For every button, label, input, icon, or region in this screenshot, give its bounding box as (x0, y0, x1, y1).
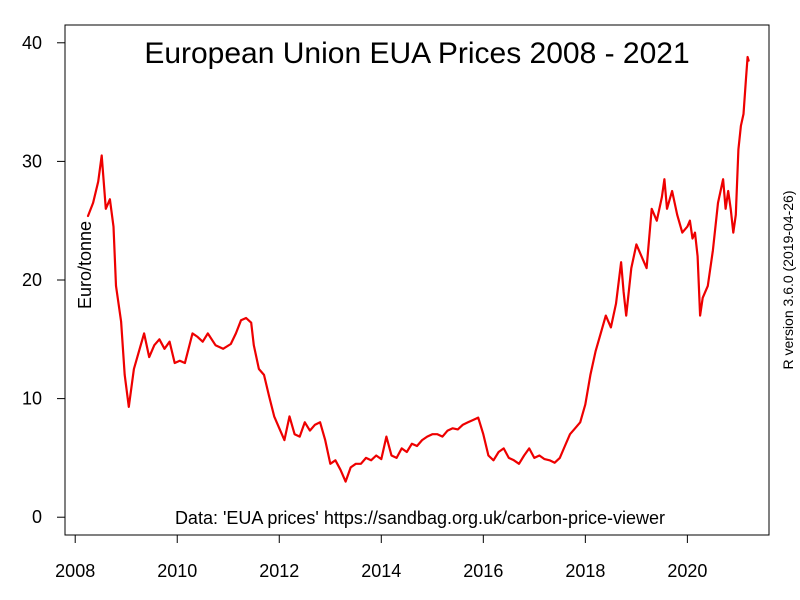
x-tick-label: 2018 (565, 561, 605, 581)
chart-title: European Union EUA Prices 2008 - 2021 (144, 37, 689, 70)
y-tick-label: 30 (22, 151, 42, 171)
r-version-note: R version 3.6.0 (2019-04-26) (780, 191, 796, 370)
y-tick-label: 20 (22, 270, 42, 290)
y-tick-label: 0 (32, 507, 42, 527)
y-tick-label: 10 (22, 389, 42, 409)
x-tick-label: 2010 (157, 561, 197, 581)
data-source-annotation: Data: 'EUA prices' https://sandbag.org.u… (175, 508, 665, 528)
series-layer (86, 55, 750, 483)
y-axis-label: Euro/tonne (75, 221, 95, 309)
x-tick-label: 2012 (259, 561, 299, 581)
eua-price-line (86, 55, 750, 483)
x-tick-label: 2020 (667, 561, 707, 581)
y-tick-label: 40 (22, 33, 42, 53)
x-tick-label: 2016 (463, 561, 503, 581)
x-tick-label: 2008 (55, 561, 95, 581)
x-tick-label: 2014 (361, 561, 401, 581)
axes: 2008 2010 2012 2014 2016 2018 2020 0 10 20 30 40 (22, 33, 707, 581)
plot-frame (64, 24, 770, 536)
